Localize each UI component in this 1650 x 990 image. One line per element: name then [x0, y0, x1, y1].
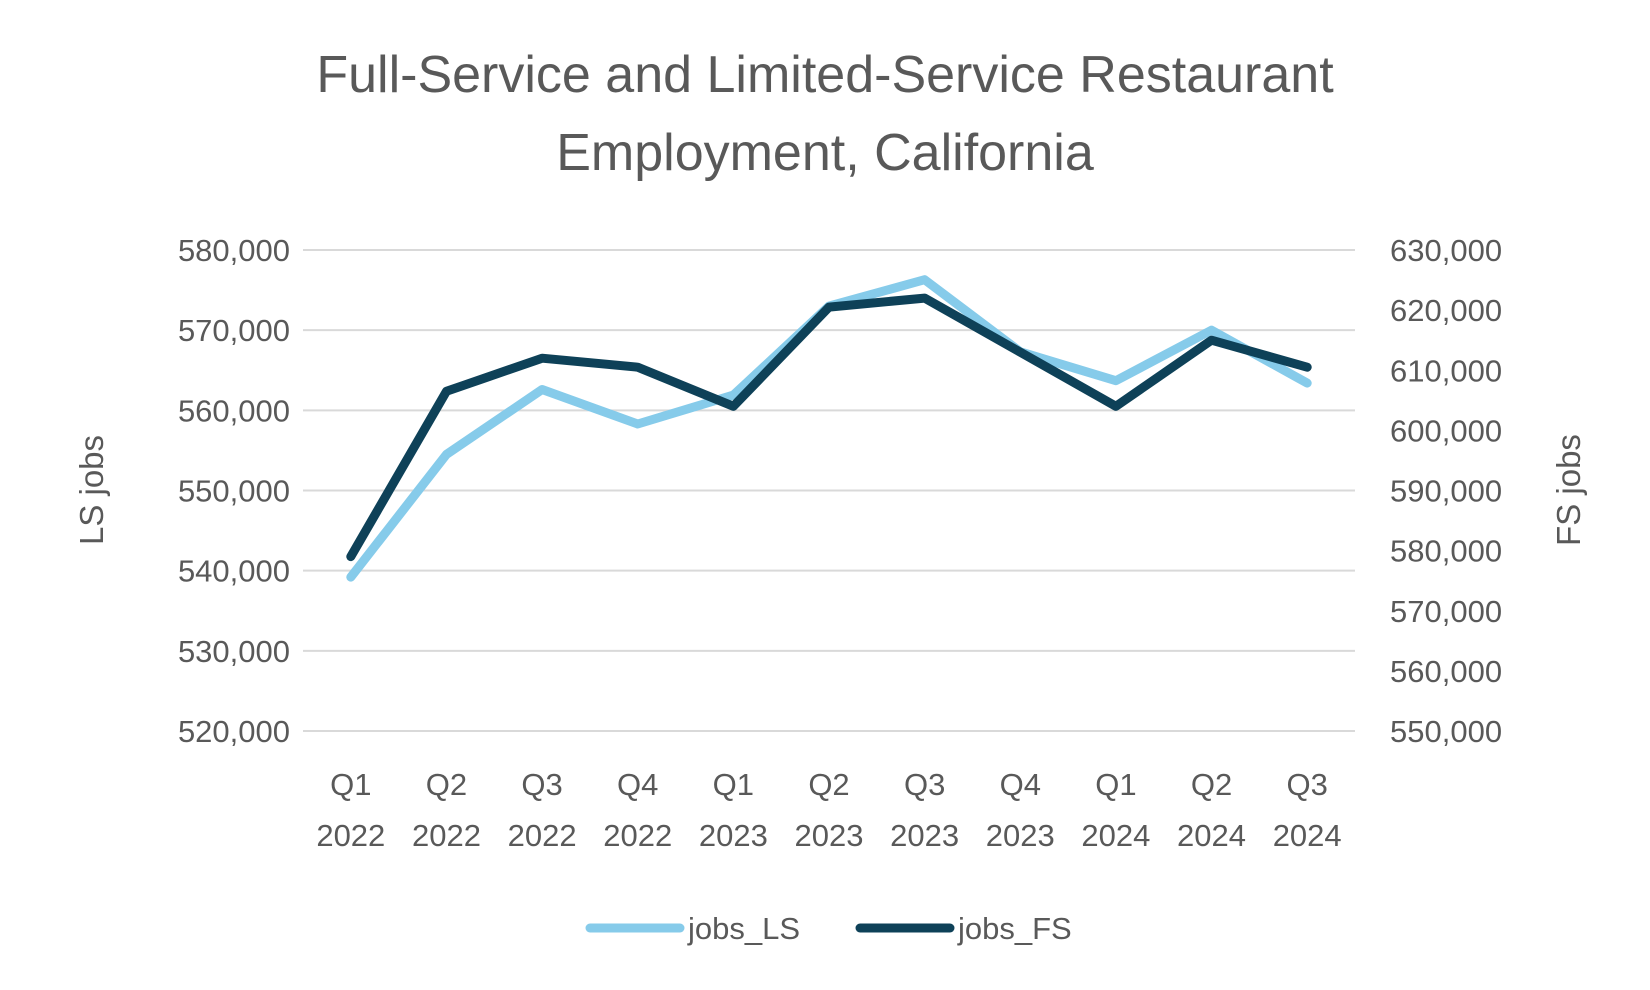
right-y-tick-label: 600,000	[1390, 413, 1502, 448]
x-tick-quarter: Q1	[1095, 767, 1136, 802]
series-line-jobs_FS	[346, 293, 1312, 562]
x-tick-year: 2022	[412, 818, 481, 853]
left-y-tick-label: 520,000	[178, 714, 290, 749]
chart-title-line-2: Employment, California	[556, 124, 1094, 182]
right-y-tick-label: 560,000	[1390, 654, 1502, 689]
x-tick-year: 2022	[508, 818, 577, 853]
right-y-tick-label: 580,000	[1390, 534, 1502, 569]
x-tick-quarter: Q4	[1000, 767, 1041, 802]
x-tick-label: Q2 2022	[412, 767, 481, 853]
chart-title-line-1: Full-Service and Limited-Service Restaur…	[316, 46, 1334, 104]
x-tick-quarter: Q4	[617, 767, 658, 802]
x-axis-ticks: Q1 2022 Q2 2022 Q3 2022 Q4 2022 Q1 2023 Q2 2023 Q3 20…	[316, 767, 1341, 853]
gridlines	[303, 249, 1355, 732]
x-tick-year: 2022	[316, 818, 385, 853]
left-y-tick-label: 560,000	[178, 393, 290, 428]
left-y-axis-ticks: 520,000 530,000 540,000 550,000 560,000 570,0…	[178, 233, 290, 749]
x-tick-label: Q1 2024	[1081, 767, 1150, 853]
x-tick-quarter: Q3	[904, 767, 945, 802]
right-y-tick-label: 610,000	[1390, 353, 1502, 388]
x-tick-label: Q2 2023	[795, 767, 864, 853]
right-y-tick-label: 630,000	[1390, 233, 1502, 268]
chart-title: Full-Service and Limited-Service Restaur…	[316, 46, 1334, 182]
right-y-axis-ticks: 550,000 560,000 570,000 580,000 590,000 600,0…	[1390, 233, 1502, 749]
x-tick-label: Q1 2023	[699, 767, 768, 853]
x-tick-quarter: Q1	[713, 767, 754, 802]
x-tick-quarter: Q3	[521, 767, 562, 802]
x-tick-label: Q3 2024	[1273, 767, 1342, 853]
x-tick-year: 2023	[795, 818, 864, 853]
left-y-tick-label: 550,000	[178, 474, 290, 509]
x-tick-year: 2023	[890, 818, 959, 853]
x-tick-quarter: Q2	[1191, 767, 1232, 802]
x-tick-year: 2022	[603, 818, 672, 853]
right-y-tick-label: 620,000	[1390, 293, 1502, 328]
left-y-tick-label: 540,000	[178, 554, 290, 589]
left-y-tick-label: 530,000	[178, 634, 290, 669]
x-tick-year: 2023	[699, 818, 768, 853]
x-tick-label: Q4 2023	[986, 767, 1055, 853]
legend: jobs_LS jobs_FS	[585, 911, 1072, 946]
x-tick-quarter: Q1	[330, 767, 371, 802]
x-tick-label: Q4 2022	[603, 767, 672, 853]
x-tick-label: Q2 2024	[1177, 767, 1246, 853]
x-tick-quarter: Q2	[808, 767, 849, 802]
left-y-axis-title: LS jobs	[73, 435, 110, 545]
x-tick-year: 2023	[986, 818, 1055, 853]
legend-item-jobs_LS: jobs_LS	[585, 911, 800, 946]
series-lines	[346, 275, 1312, 582]
legend-label: jobs_LS	[687, 911, 800, 946]
x-tick-quarter: Q3	[1287, 767, 1328, 802]
x-tick-label: Q1 2022	[316, 767, 385, 853]
x-tick-year: 2024	[1273, 818, 1342, 853]
x-tick-label: Q3 2023	[890, 767, 959, 853]
legend-item-jobs_FS: jobs_FS	[855, 911, 1072, 946]
left-y-tick-label: 570,000	[178, 313, 290, 348]
legend-label: jobs_FS	[957, 911, 1072, 946]
series-line-jobs_LS	[346, 275, 1312, 582]
x-tick-year: 2024	[1177, 818, 1246, 853]
left-y-tick-label: 580,000	[178, 233, 290, 268]
right-y-axis-title: FS jobs	[1550, 434, 1587, 546]
right-y-tick-label: 570,000	[1390, 594, 1502, 629]
x-tick-quarter: Q2	[426, 767, 467, 802]
right-y-tick-label: 550,000	[1390, 714, 1502, 749]
x-tick-year: 2024	[1081, 818, 1150, 853]
x-tick-label: Q3 2022	[508, 767, 577, 853]
right-y-tick-label: 590,000	[1390, 474, 1502, 509]
